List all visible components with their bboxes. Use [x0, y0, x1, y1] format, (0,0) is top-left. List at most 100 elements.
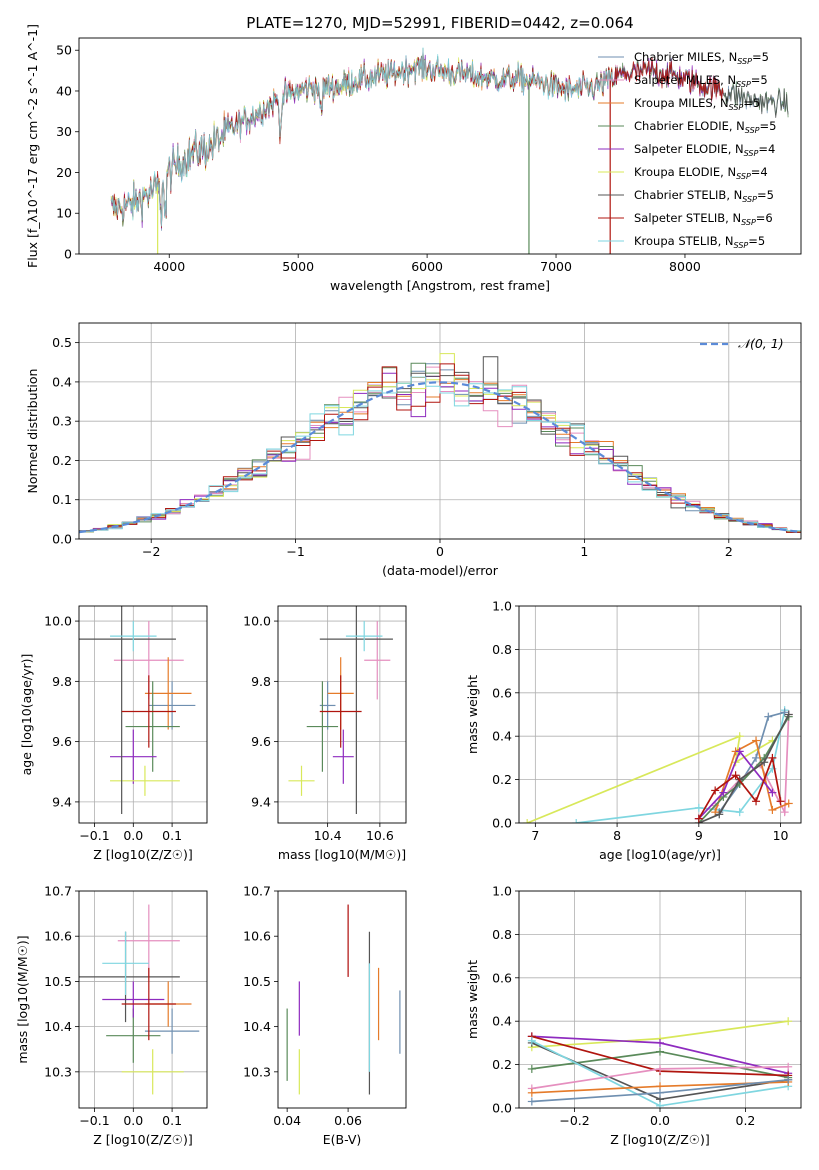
age-vs-metallicity-panel: −0.1 0.0 0.1 9.4 9.6 9.8 10.0 Z [log10(Z/Z☉)] ag…: [19, 605, 208, 862]
legend-tail: =5: [743, 96, 760, 110]
spectrum-plot-area: [110, 47, 789, 254]
y-tick-label: 10.6: [44, 929, 72, 944]
mass-vs-extinction-panel: 0.04 0.06 10.3 10.4 10.5 10.6 10.7 E(B-V): [243, 884, 407, 1147]
mass-vs-metallicity-panel: −0.1 0.0 0.1 10.3 10.4 10.5 10.6 10.7 Z [log10(Z…: [15, 884, 208, 1147]
legend-entry: Chabrier STELIB, NSSP=5: [634, 188, 774, 204]
y-tick-label: 30: [56, 124, 72, 139]
y-tick-label: 40: [56, 83, 72, 98]
legend-label: Salpeter STELIB, N: [634, 211, 741, 225]
x-tick-label: 0.06: [334, 1113, 362, 1128]
spectrum-line: [110, 50, 724, 228]
legend-entry: Kroupa STELIB, NSSP=5: [634, 234, 765, 250]
y-tick-label: 20: [56, 165, 72, 180]
x-tick-label: 2: [725, 544, 733, 559]
y-tick-label: 0.8: [492, 927, 512, 942]
legend-sub: SSP: [737, 57, 752, 66]
x-tick-label: 0.04: [273, 1113, 301, 1128]
legend-entry: Salpeter ELODIE, NSSP=4: [634, 142, 775, 158]
age-vs-metallicity-frame: [78, 605, 208, 824]
legend-entry: Chabrier MILES, NSSP=5: [634, 50, 769, 66]
y-tick-label: 0.2: [52, 453, 72, 468]
mass-vs-extinction-frame: [277, 890, 407, 1109]
mass-weight-line: [576, 710, 786, 823]
mass-vs-metallicity-plot-area: [79, 891, 207, 1108]
x-tick-label: 10: [773, 828, 789, 843]
mass-weight-vs-metallicity-panel: −0.2 0.0 0.2 0.0 0.2 0.4 0.6 0.8 1.0 Z [log10(Z/Z…: [465, 884, 802, 1147]
mass-vs-extinction-plot-area: [286, 904, 401, 1095]
residual-histogram-frame: [78, 322, 802, 540]
legend-tail: =5: [760, 119, 777, 133]
mass-weight-vs-age-plot-area: [519, 606, 801, 823]
y-tick-label: 0.2: [492, 1057, 512, 1072]
legend-sub: SSP: [741, 218, 756, 227]
mass-weight-vs-metallicity-frame: [518, 890, 802, 1109]
y-axis-label: age [log10(age/yr)]: [19, 654, 34, 776]
legend-entry: Salpeter STELIB, NSSP=6: [634, 211, 773, 227]
x-tick-label: 7: [531, 828, 539, 843]
x-tick-label: 0.1: [162, 828, 182, 843]
legend-entry: Salpeter MILES, NSSP=5: [634, 73, 768, 89]
y-axis-label: mass weight: [465, 960, 480, 1039]
x-tick-label: 6000: [411, 259, 443, 274]
x-axis-label: E(B-V): [323, 1132, 362, 1147]
legend-label: Salpeter MILES, N: [634, 73, 736, 87]
mass-weight-vs-age-panel: 7 8 9 10 0.0 0.2 0.4 0.6 0.8 1.0 age [log10(age/yr…: [465, 599, 802, 862]
y-axis-label: Flux [f_λ10^-17 erg cm^-2 s^-1 A^-1]: [25, 24, 40, 268]
residual-histogram-plot-area: [79, 323, 801, 539]
legend-label: Chabrier MILES, N: [634, 50, 737, 64]
age-vs-mass-panel: 10.4 10.6 9.4 9.6 9.8 10.0 mass [log10(M/M☉)]: [243, 605, 407, 862]
legend-sub: SSP: [744, 149, 759, 158]
histogram-step: [79, 376, 801, 534]
x-tick-label: −1: [286, 544, 304, 559]
x-tick-label: 10.6: [366, 828, 394, 843]
legend-label: Salpeter ELODIE, N: [634, 142, 744, 156]
x-tick-label: 0.0: [123, 1113, 143, 1128]
legend-label: Kroupa ELODIE, N: [634, 165, 736, 179]
age-vs-mass-plot-area: [278, 606, 406, 823]
y-tick-label: 10.5: [44, 974, 72, 989]
y-axis-label: mass [log10(M/M☉)]: [15, 935, 30, 1063]
y-tick-label: 10.4: [243, 1019, 271, 1034]
y-tick-label: 9.8: [251, 674, 271, 689]
y-tick-label: 1.0: [492, 599, 512, 614]
y-tick-label: 10.7: [243, 884, 271, 899]
spectrum-panel: 4000 5000 6000 7000 8000 0 10 20 30 40 50 wavelengt…: [25, 14, 802, 293]
y-tick-label: 10: [56, 206, 72, 221]
y-axis-label: mass weight: [465, 675, 480, 754]
y-tick-label: 0.8: [492, 642, 512, 657]
legend-entry: Kroupa ELODIE, NSSP=4: [634, 165, 768, 181]
x-axis-label: Z [log10(Z/Z☉)]: [93, 1132, 193, 1147]
age-vs-mass-frame: [277, 605, 407, 824]
mass-vs-metallicity-frame: [78, 890, 208, 1109]
x-axis-label: Z [log10(Z/Z☉)]: [610, 1132, 710, 1147]
x-tick-label: 0: [436, 544, 444, 559]
legend-tail: =5: [752, 50, 769, 64]
x-tick-label: −0.1: [79, 828, 109, 843]
x-tick-label: 5000: [282, 259, 314, 274]
legend-sub: SSP: [745, 126, 760, 135]
y-tick-label: 0.1: [52, 492, 72, 507]
x-tick-label: 0.2: [736, 1113, 756, 1128]
y-tick-label: 0: [64, 247, 72, 262]
residual-histogram-panel: −2 −1 0 1 2 0.0 0.1 0.2 0.3 0.4 0.5 (data-model)/er…: [25, 322, 802, 578]
y-tick-label: 10.5: [243, 974, 271, 989]
legend-label: Kroupa MILES, N: [634, 96, 729, 110]
spectrum-frame: [78, 37, 802, 255]
y-tick-label: 50: [56, 43, 72, 58]
x-tick-label: 8000: [669, 259, 701, 274]
x-axis-label: wavelength [Angstrom, rest frame]: [330, 278, 550, 293]
x-tick-label: −0.1: [79, 1113, 109, 1128]
y-tick-label: 10.0: [44, 614, 72, 629]
y-tick-label: 10.0: [243, 614, 271, 629]
y-tick-label: 0.3: [52, 414, 72, 429]
legend-sub: SSP: [734, 241, 749, 250]
legend-sub: SSP: [729, 103, 744, 112]
legend-tail: =4: [758, 142, 775, 156]
legend-sub: SSP: [736, 172, 751, 181]
x-tick-label: 0.1: [162, 1113, 182, 1128]
legend-label: Kroupa STELIB, N: [634, 234, 734, 248]
y-tick-label: 9.8: [52, 674, 72, 689]
legend-label: Chabrier STELIB, N: [634, 188, 742, 202]
